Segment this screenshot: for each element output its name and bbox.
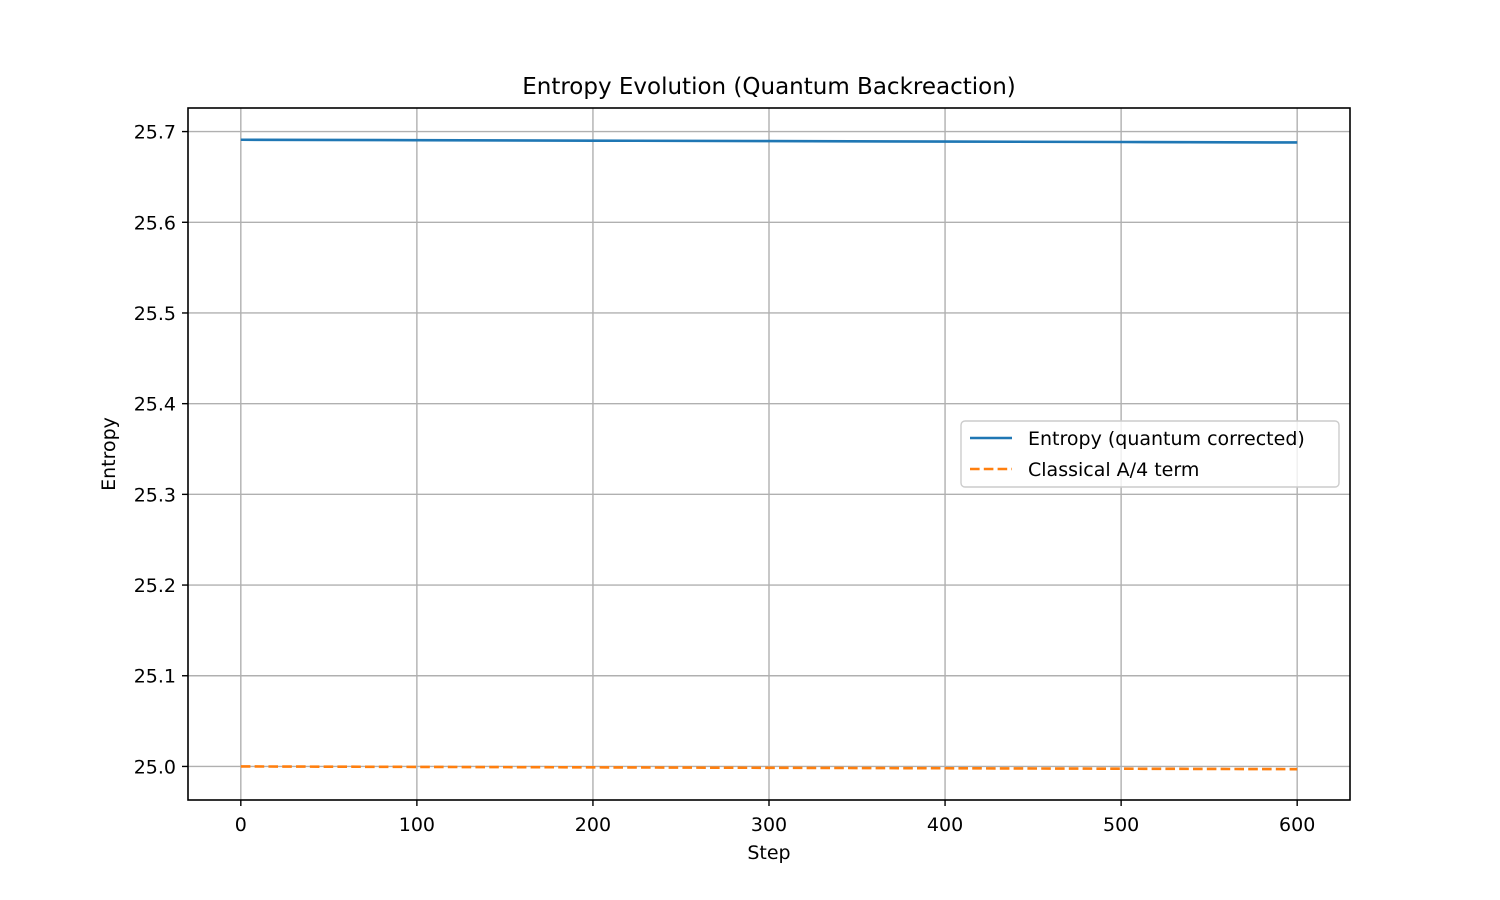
- x-axis-label: Step: [747, 842, 790, 864]
- y-tick-label: 25.5: [134, 303, 176, 325]
- chart-title: Entropy Evolution (Quantum Backreaction): [522, 74, 1016, 100]
- y-tick-label: 25.2: [134, 575, 176, 597]
- legend-box: [960, 420, 1340, 488]
- y-axis-label: Entropy: [98, 417, 120, 491]
- y-tick-label: 25.3: [134, 484, 176, 506]
- legend-label: Classical A/4 term: [1028, 459, 1199, 481]
- legend: Entropy (quantum corrected) Classical A/4…: [960, 420, 1340, 488]
- y-axis: 25.0 25.1 25.2 25.3 25.4 25.5 25.6 25.7: [134, 122, 188, 778]
- series-line: [240, 138, 1298, 144]
- y-tick-label: 25.7: [134, 122, 176, 144]
- y-tick-label: 25.6: [134, 212, 176, 234]
- x-tick-label: 100: [399, 814, 435, 836]
- x-tick-label: 0: [235, 814, 247, 836]
- x-axis: 0 100 200 300 400 500 600: [235, 800, 1315, 836]
- x-tick-label: 400: [927, 814, 963, 836]
- y-tick-label: 25.1: [134, 666, 176, 688]
- legend-label: Entropy (quantum corrected): [1028, 428, 1305, 450]
- plot-series: [240, 138, 1298, 771]
- series-line: [240, 765, 1298, 771]
- x-tick-label: 300: [751, 814, 787, 836]
- x-tick-label: 200: [575, 814, 611, 836]
- y-tick-label: 25.4: [134, 394, 176, 416]
- y-tick-label: 25.0: [134, 756, 176, 778]
- x-tick-label: 600: [1279, 814, 1315, 836]
- x-tick-label: 500: [1103, 814, 1139, 836]
